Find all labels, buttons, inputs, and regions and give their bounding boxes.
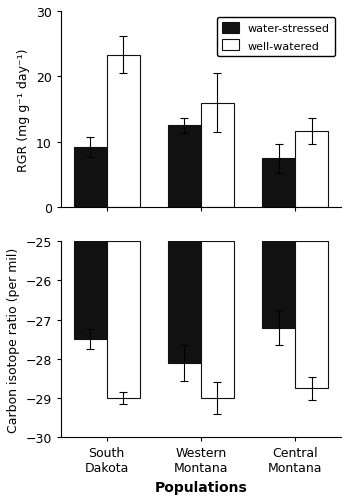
Bar <box>106 56 140 208</box>
X-axis label: Populations: Populations <box>155 480 247 494</box>
Bar <box>262 159 295 208</box>
Bar <box>168 126 201 208</box>
Y-axis label: RGR (mg g⁻¹ day⁻¹): RGR (mg g⁻¹ day⁻¹) <box>17 48 30 171</box>
Bar <box>74 241 106 340</box>
Bar <box>295 131 328 208</box>
Bar <box>106 241 140 398</box>
Y-axis label: Carbon isotope ratio (per mil): Carbon isotope ratio (per mil) <box>7 247 20 432</box>
Bar <box>74 148 106 208</box>
Bar <box>201 103 234 208</box>
Bar <box>201 241 234 398</box>
Bar <box>295 241 328 389</box>
Bar <box>262 241 295 328</box>
Legend: water-stressed, well-watered: water-stressed, well-watered <box>217 18 335 57</box>
Bar <box>168 241 201 363</box>
